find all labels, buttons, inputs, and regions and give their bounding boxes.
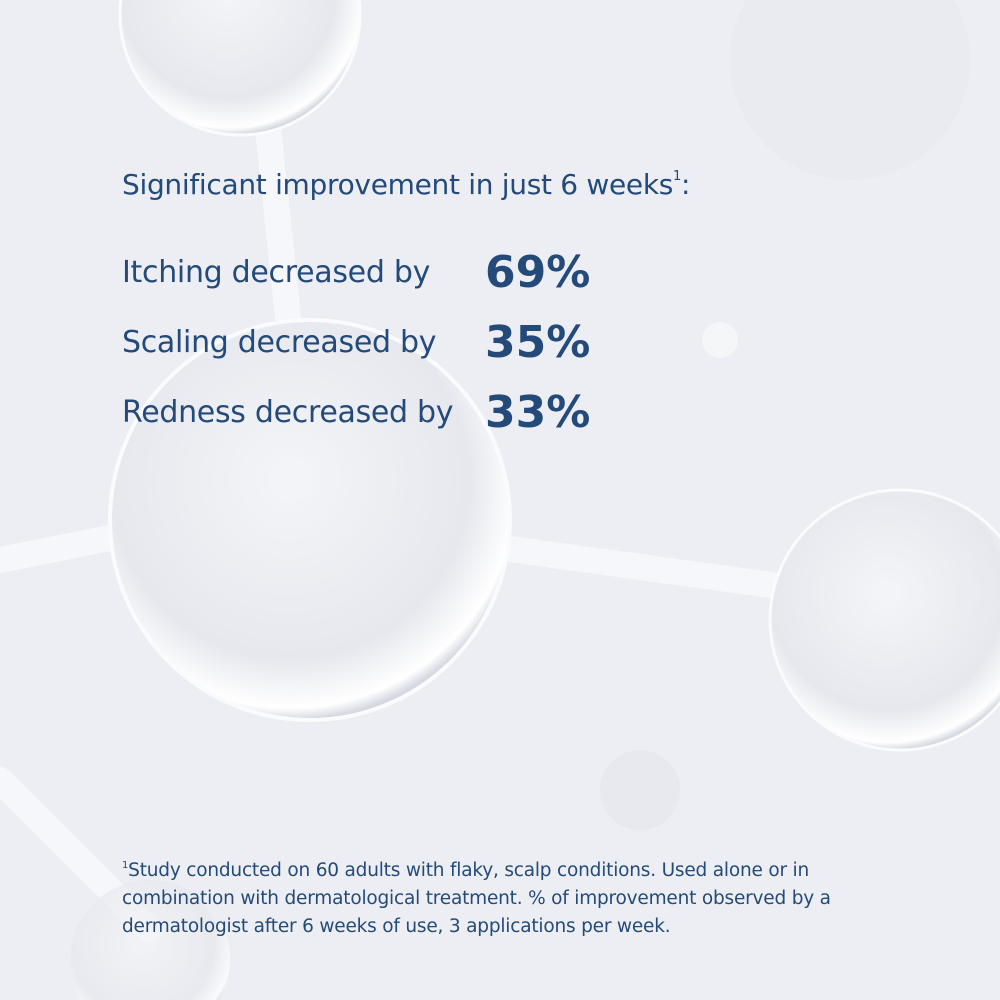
result-label: Redness decreased by (122, 395, 454, 430)
heading-text: Significant improvement in just 6 weeks (122, 168, 674, 201)
footnote: 1Study conducted on 60 adults with flaky… (122, 852, 922, 941)
result-value: 35% (485, 317, 591, 368)
result-value: 33% (485, 387, 591, 438)
result-row: Redness decreased by 33% (122, 378, 682, 438)
note-mark: 1 (673, 169, 682, 184)
heading: Significant improvement in just 6 weeks1… (122, 168, 690, 201)
result-row: Scaling decreased by 35% (122, 308, 682, 368)
result-label: Itching decreased by (122, 255, 431, 290)
note-mark: 1 (122, 860, 129, 871)
heading-suffix: : (681, 168, 691, 201)
footnote-text: Study conducted on 60 adults with flaky,… (122, 860, 831, 937)
result-value: 69% (485, 247, 591, 298)
result-row: Itching decreased by 69% (122, 238, 682, 298)
result-label: Scaling decreased by (122, 325, 437, 360)
